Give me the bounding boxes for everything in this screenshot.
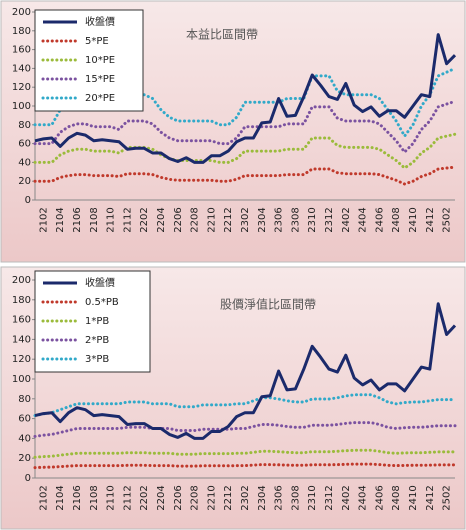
x-tick-label: 2104 [55, 485, 66, 510]
legend-label: 20*PE [85, 93, 115, 104]
x-tick-label: 2310 [307, 207, 318, 232]
series-line [33, 393, 457, 418]
x-tick-label: 2306 [274, 207, 285, 232]
series-line [34, 302, 457, 440]
x-tick-label: 2302 [240, 207, 251, 232]
x-tick-label: 2212 [223, 485, 234, 510]
legend-label: 2*PB [85, 335, 109, 346]
x-tick-label: 2304 [257, 207, 268, 232]
x-tick-label: 2206 [173, 485, 184, 510]
x-tick-label: 2108 [89, 207, 100, 232]
x-tick-label: 2302 [240, 485, 251, 510]
x-tick-label: 2408 [391, 485, 402, 510]
x-tick-label: 2112 [122, 207, 133, 232]
x-tick-label: 2208 [190, 207, 201, 232]
x-tick-label: 2308 [290, 485, 301, 510]
y-tick-label: 140 [12, 334, 31, 345]
x-tick-label: 2106 [72, 485, 83, 510]
legend-label: 1*PB [85, 316, 109, 327]
x-tick-label: 2404 [358, 207, 369, 232]
series-line [33, 99, 457, 154]
series-line [33, 448, 457, 459]
x-tick-label: 2206 [173, 207, 184, 232]
x-tick-label: 2102 [38, 485, 49, 510]
legend-label: 10*PE [85, 55, 115, 66]
x-tick-label: 2102 [38, 207, 49, 232]
x-tick-label: 2404 [358, 485, 369, 510]
legend-label: 收盤價 [85, 15, 115, 28]
x-tick-label: 2108 [89, 485, 100, 510]
y-tick-label: 160 [12, 315, 31, 326]
y-tick-label: 180 [12, 295, 31, 306]
x-tick-label: 2106 [72, 207, 83, 232]
series-line [33, 132, 457, 170]
x-tick-label: 2310 [307, 485, 318, 510]
x-tick-label: 2204 [156, 485, 167, 510]
x-tick-label: 2208 [190, 485, 201, 510]
series-line [33, 421, 457, 438]
y-tick-label: 40 [18, 157, 31, 168]
x-tick-label: 2210 [206, 207, 217, 232]
x-tick-label: 2112 [122, 485, 133, 510]
x-tick-label: 2312 [324, 207, 335, 232]
chart-title: 本益比區間帶 [186, 28, 258, 42]
y-tick-label: 160 [12, 45, 31, 56]
x-tick-label: 2410 [408, 207, 419, 232]
x-tick-label: 2212 [223, 207, 234, 232]
legend-label: 15*PE [85, 74, 115, 85]
y-tick-label: 60 [18, 139, 31, 150]
y-tick-label: 80 [18, 120, 31, 131]
x-tick-label: 2402 [341, 485, 352, 510]
y-tick-label: 180 [12, 26, 31, 37]
x-tick-label: 2502 [442, 485, 453, 510]
x-tick-label: 2110 [106, 485, 117, 510]
x-tick-label: 2402 [341, 207, 352, 232]
x-tick-label: 2104 [55, 207, 66, 232]
x-tick-label: 2412 [425, 207, 436, 232]
chart-title: 股價淨值比區間帶 [220, 297, 316, 312]
y-tick-label: 20 [18, 453, 31, 464]
x-tick-label: 2408 [391, 207, 402, 232]
x-tick-label: 2202 [139, 485, 150, 510]
y-tick-label: 0 [25, 473, 31, 484]
y-tick-label: 80 [18, 394, 31, 405]
x-tick-label: 2410 [408, 485, 419, 510]
x-tick-label: 2304 [257, 485, 268, 510]
x-tick-label: 2306 [274, 485, 285, 510]
x-tick-label: 2308 [290, 207, 301, 232]
series-line [34, 33, 457, 164]
x-tick-label: 2204 [156, 207, 167, 232]
x-tick-label: 2210 [206, 485, 217, 510]
x-tick-label: 2312 [324, 485, 335, 510]
legend-label: 0.5*PB [85, 297, 119, 308]
y-tick-label: 20 [18, 176, 31, 187]
x-tick-label: 2502 [442, 207, 453, 232]
x-tick-label: 2110 [106, 207, 117, 232]
y-tick-label: 120 [12, 82, 31, 93]
y-tick-label: 100 [12, 101, 31, 112]
y-tick-label: 40 [18, 433, 31, 444]
legend-label: 收盤價 [85, 276, 115, 289]
y-tick-label: 120 [12, 354, 31, 365]
legend-box [34, 270, 151, 373]
y-tick-label: 0 [25, 195, 31, 206]
y-tick-label: 200 [12, 7, 31, 18]
x-tick-label: 2406 [374, 485, 385, 510]
legend-label: 3*PB [85, 354, 109, 365]
legend-label: 5*PE [85, 36, 109, 47]
y-tick-label: 200 [12, 275, 31, 286]
y-tick-label: 60 [18, 414, 31, 425]
y-tick-label: 140 [12, 63, 31, 74]
y-tick-label: 100 [12, 374, 31, 385]
x-tick-label: 2412 [425, 485, 436, 510]
series-line [33, 462, 457, 470]
x-tick-label: 2202 [139, 207, 150, 232]
x-tick-label: 2406 [374, 207, 385, 232]
